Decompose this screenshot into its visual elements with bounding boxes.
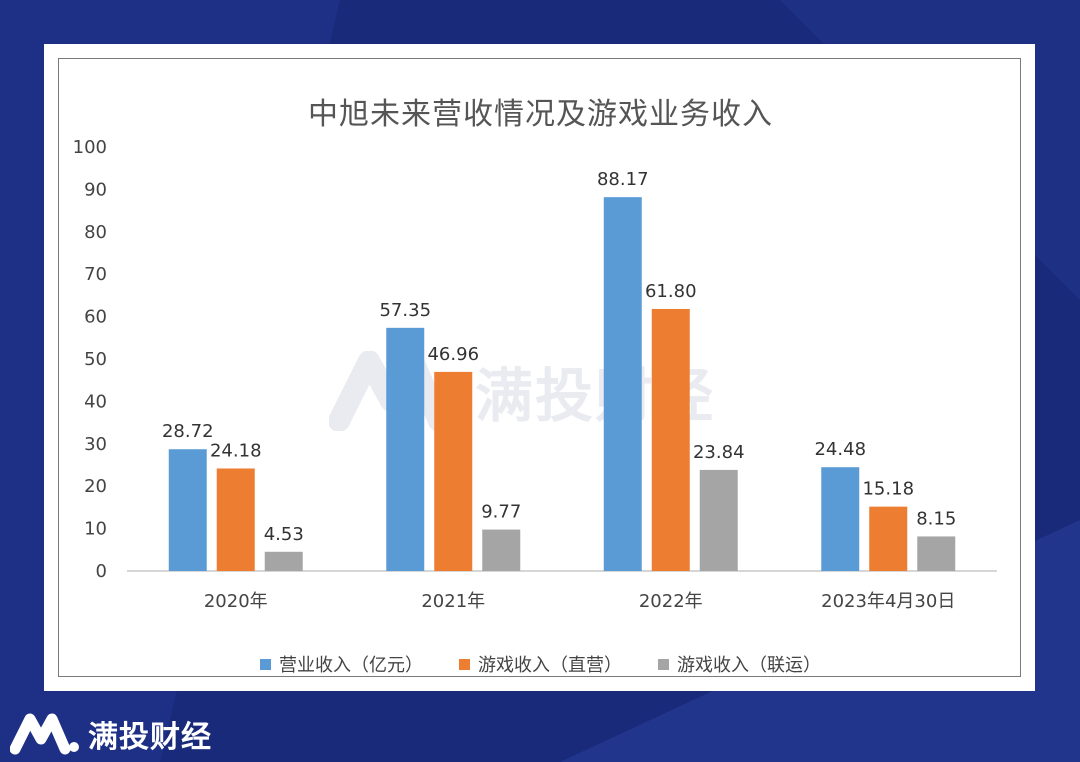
y-tick-label: 0 — [96, 561, 107, 582]
y-tick-label: 20 — [84, 476, 107, 497]
y-tick-label: 30 — [84, 434, 107, 455]
data-label: 23.84 — [693, 442, 745, 463]
y-tick-label: 10 — [84, 519, 107, 540]
data-label: 24.18 — [210, 440, 262, 461]
x-tick-label: 2023年4月30日 — [821, 591, 955, 612]
chart-card: 中旭未来营收情况及游戏业务收入 满投财经 0 10 20 30 40 50 60 70 80 90… — [44, 44, 1035, 691]
y-tick-label: 90 — [84, 179, 107, 200]
footer-brand-name: 满投财经 — [88, 720, 212, 755]
data-label: 24.48 — [814, 439, 866, 460]
x-tick-label: 2020年 — [204, 591, 268, 612]
bar — [603, 197, 642, 572]
y-tick-label: 70 — [84, 264, 107, 285]
x-tick-label: 2021年 — [421, 591, 485, 612]
chart-frame: 中旭未来营收情况及游戏业务收入 满投财经 0 10 20 30 40 50 60 70 80 90… — [58, 58, 1021, 677]
data-label: 57.35 — [379, 300, 431, 321]
bar — [821, 467, 860, 571]
data-label: 8.15 — [916, 508, 956, 529]
y-tick-label: 60 — [84, 307, 107, 328]
legend-label-direct: 游戏收入（直营） — [478, 655, 622, 676]
legend-swatch-revenue — [260, 658, 271, 670]
bar — [434, 371, 473, 571]
data-label: 28.72 — [162, 421, 214, 442]
y-tick-label: 100 — [73, 137, 107, 158]
bar — [216, 468, 255, 571]
bar — [917, 536, 956, 571]
data-label: 61.80 — [645, 281, 697, 302]
legend-swatch-joint — [658, 658, 669, 670]
y-tick-label: 40 — [84, 391, 107, 412]
legend-label-revenue: 营业收入（亿元） — [279, 655, 423, 676]
data-label: 4.53 — [264, 524, 304, 545]
bar — [651, 308, 690, 571]
legend-label-joint: 游戏收入（联运） — [677, 655, 821, 676]
chart-title: 中旭未来营收情况及游戏业务收入 — [308, 97, 773, 132]
y-tick-label: 80 — [84, 222, 107, 243]
x-tick-label: 2022年 — [639, 591, 703, 612]
bar — [869, 506, 908, 571]
bar — [386, 327, 425, 571]
legend-item-revenue: 营业收入（亿元） — [260, 651, 423, 677]
legend-swatch-direct — [459, 658, 470, 670]
bar — [168, 449, 207, 571]
y-tick-label: 50 — [84, 349, 107, 370]
bar — [699, 469, 738, 571]
chart-legend: 营业收入（亿元） 游戏收入（直营） 游戏收入（联运） — [59, 651, 1022, 677]
footer-logo-icon — [10, 713, 79, 755]
footer-brand: 满投财经 — [10, 712, 212, 756]
bar — [264, 551, 303, 571]
data-label: 9.77 — [481, 502, 521, 523]
legend-item-joint: 游戏收入（联运） — [658, 651, 821, 677]
legend-item-direct: 游戏收入（直营） — [459, 651, 622, 677]
data-label: 88.17 — [597, 169, 649, 190]
bar — [482, 529, 521, 571]
data-label: 46.96 — [427, 344, 479, 365]
data-label: 15.18 — [862, 479, 914, 500]
